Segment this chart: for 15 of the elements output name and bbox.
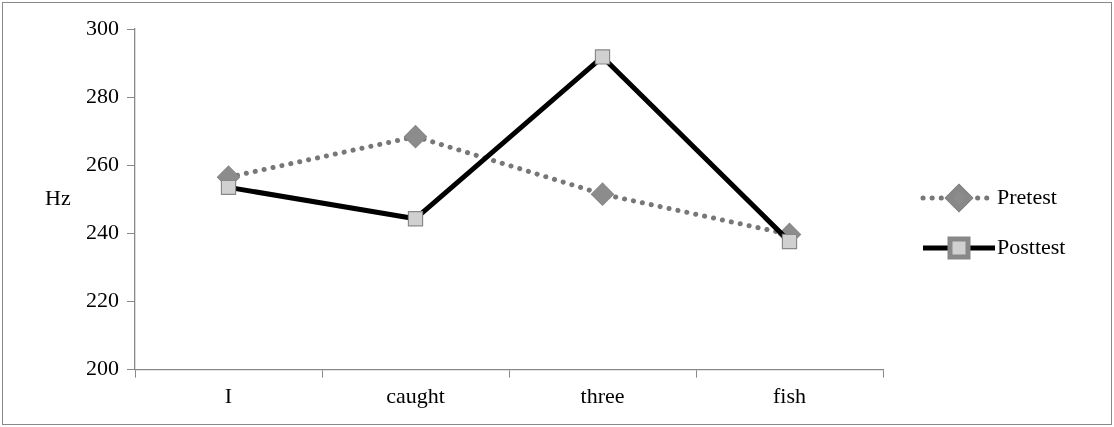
- x-tick-label: three: [580, 382, 625, 408]
- y-tick-label: 240: [86, 219, 119, 245]
- y-tick-label: 260: [86, 151, 119, 177]
- x-tick-label: I: [224, 382, 233, 408]
- legend-label: Pretest: [997, 183, 1057, 209]
- y-tick-label: 280: [86, 82, 119, 108]
- y-tick-label: 220: [86, 287, 119, 313]
- point: [590, 182, 615, 206]
- point: [403, 125, 428, 149]
- x-tick-label: caught: [386, 382, 445, 408]
- y-axis-title: Hz: [45, 185, 71, 211]
- y-tick-label: 300: [86, 14, 119, 40]
- legend-label: Posttest: [997, 233, 1066, 259]
- x-tick-label: fish: [773, 382, 806, 408]
- y-tick-label: 200: [86, 355, 119, 381]
